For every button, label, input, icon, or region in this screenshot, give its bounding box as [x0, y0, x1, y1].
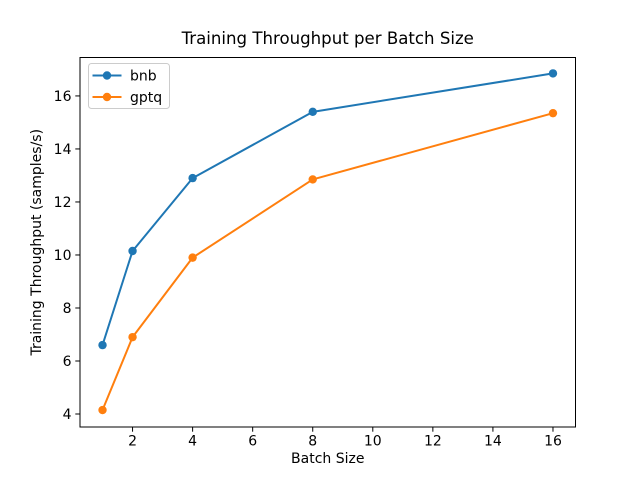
- data-point-bnb-x8: [308, 107, 317, 117]
- x-tick-label: 12: [424, 434, 442, 450]
- x-tick-label: 6: [248, 434, 257, 450]
- x-tick-label: 14: [484, 434, 502, 450]
- y-tick-label: 4: [63, 407, 72, 423]
- data-point-bnb-x16: [548, 69, 558, 78]
- x-tick-label: 16: [544, 434, 562, 450]
- legend-marker-bnb: [102, 71, 112, 80]
- x-tick-label: 2: [128, 434, 137, 450]
- plot-area: 2 4 6 8 10 12 14 16 4 6 8 10 12 14 16 bnb gptq: [54, 57, 576, 450]
- data-point-bnb-x1: [98, 340, 107, 350]
- x-tick-label: 8: [308, 434, 317, 450]
- y-tick-label: 8: [63, 301, 72, 317]
- x-tick-label: 10: [364, 434, 382, 450]
- x-axis-label: Batch Size: [291, 451, 364, 467]
- x-tick-label: 4: [188, 434, 197, 450]
- data-point-gptq-x16: [548, 108, 558, 118]
- y-tick-label: 14: [54, 142, 72, 158]
- legend-label-bnb: bnb: [130, 69, 157, 85]
- chart-title: Training Throughput per Batch Size: [181, 29, 474, 48]
- data-point-gptq-x4: [188, 253, 197, 262]
- y-tick-label: 6: [63, 354, 72, 370]
- data-point-bnb-x4: [188, 173, 197, 183]
- axes-frame: [79, 57, 576, 428]
- data-point-gptq-x1: [98, 405, 107, 415]
- y-tick-label: 12: [54, 195, 72, 211]
- data-point-gptq-x2: [128, 332, 137, 342]
- data-point-gptq-x8: [308, 175, 317, 184]
- y-tick-label: 16: [54, 89, 72, 105]
- data-point-bnb-x2: [128, 246, 137, 256]
- y-tick-label: 10: [54, 248, 72, 264]
- legend-marker-gptq: [102, 92, 112, 102]
- legend-label-gptq: gptq: [130, 90, 162, 106]
- y-axis-label: Training Throughput (samples/s): [29, 129, 45, 357]
